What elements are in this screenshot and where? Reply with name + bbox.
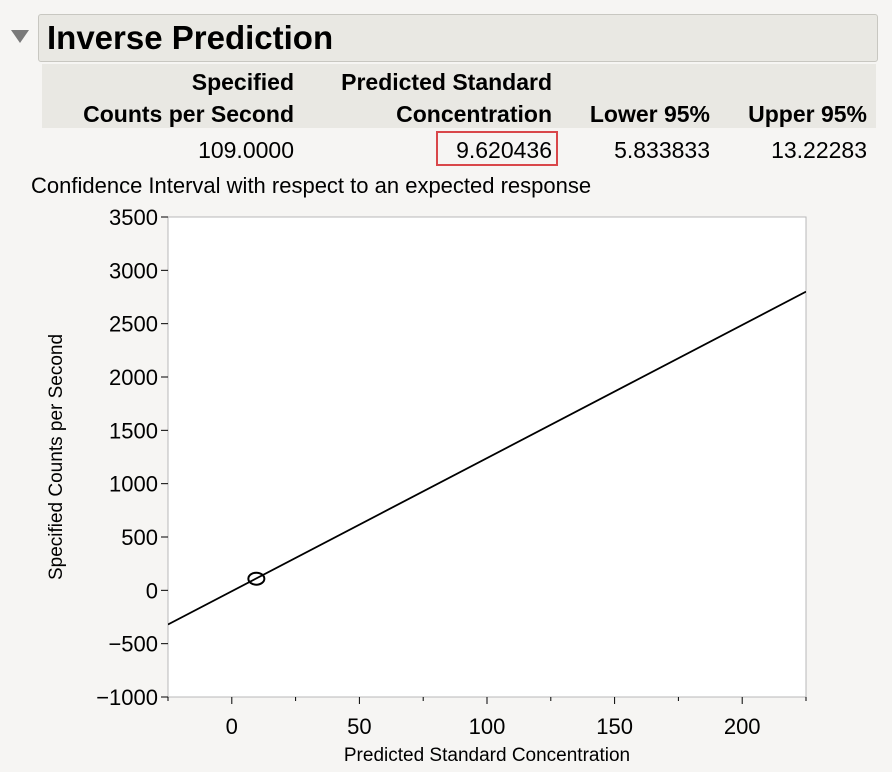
table-header	[42, 64, 876, 128]
x-tick-label: 50	[347, 714, 371, 739]
prediction-point	[247, 571, 266, 586]
y-tick-label: −500	[108, 632, 158, 657]
report-title: Inverse Prediction	[47, 19, 334, 56]
disclosure-triangle-icon[interactable]	[11, 30, 29, 43]
col4-header: Upper 95%	[748, 101, 867, 127]
cell-counts: 109.0000	[198, 137, 294, 163]
y-tick-label: 1500	[109, 418, 158, 443]
y-axis-label: Specified Counts per Second	[46, 334, 67, 580]
cell-lower: 5.833833	[614, 137, 710, 163]
x-tick-label: 150	[596, 714, 633, 739]
col2-header-line2: Concentration	[396, 101, 552, 127]
x-tick-label: 100	[469, 714, 506, 739]
y-tick-label: 3500	[109, 205, 158, 230]
y-tick-label: 2500	[109, 312, 158, 337]
x-tick-label: 0	[226, 714, 238, 739]
y-tick-label: 1000	[109, 472, 158, 497]
plot-area	[167, 216, 807, 698]
col1-header-line1: Specified	[191, 69, 294, 95]
concentration-highlight-box	[436, 131, 558, 166]
y-tick-label: −1000	[96, 685, 158, 710]
col2-header-line1: Predicted Standard	[341, 69, 552, 95]
y-tick-label: 3000	[109, 258, 158, 283]
cell-concentration: 9.620436	[456, 137, 552, 163]
y-tick-label: 0	[146, 578, 158, 603]
y-tick-label: 2000	[109, 365, 158, 390]
x-tick-label: 200	[724, 714, 761, 739]
fit-line	[168, 290, 806, 626]
col1-header-line2: Counts per Second	[83, 101, 294, 127]
plot-caption: Confidence Interval with respect to an e…	[31, 173, 592, 198]
report-title-bar[interactable]: Inverse Prediction	[38, 14, 878, 62]
col3-header: Lower 95%	[589, 101, 710, 127]
cell-upper: 13.22283	[771, 137, 867, 163]
y-tick-label: 500	[121, 525, 158, 550]
x-axis-label: Predicted Standard Concentration	[344, 745, 630, 766]
